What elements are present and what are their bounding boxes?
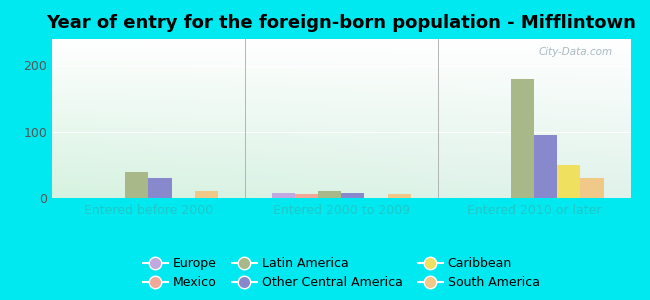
Bar <box>580 178 603 198</box>
Bar <box>341 193 365 198</box>
Bar <box>511 79 534 198</box>
Bar <box>195 191 218 198</box>
Bar <box>387 194 411 198</box>
Bar <box>272 193 295 198</box>
Bar <box>534 135 557 198</box>
Title: Year of entry for the foreign-born population - Mifflintown: Year of entry for the foreign-born popul… <box>46 14 636 32</box>
Bar <box>125 172 148 198</box>
Bar <box>295 194 318 198</box>
Text: City-Data.com: City-Data.com <box>539 47 613 57</box>
Legend: Europe, Mexico, Latin America, Other Central America, Caribbean, South America: Europe, Mexico, Latin America, Other Cen… <box>138 252 545 294</box>
Bar <box>557 165 580 198</box>
Bar <box>148 178 172 198</box>
Bar <box>318 191 341 198</box>
